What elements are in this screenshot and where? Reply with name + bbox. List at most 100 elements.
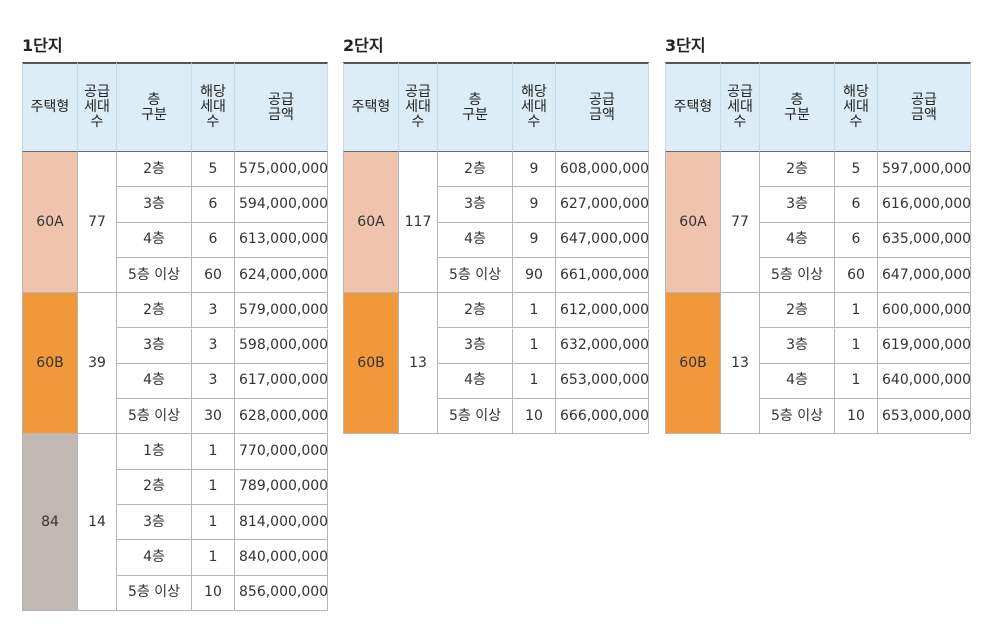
count-text: 1 [851, 372, 861, 389]
floor-text: 2층 [143, 478, 165, 495]
header-text: 수 [90, 114, 104, 130]
price-text: 770,000,000 [239, 443, 329, 460]
floor-text: 2층 [464, 160, 486, 177]
floor-cell: 2층 [117, 469, 192, 505]
header-text: 공급 [589, 91, 615, 108]
count-cell: 1 [513, 293, 556, 329]
count-cell: 3 [192, 293, 235, 329]
header-text: 수 [849, 114, 863, 130]
count-cell: 1 [835, 328, 878, 364]
price-text: 624,000,000 [239, 266, 329, 283]
floor-text: 3층 [143, 195, 165, 212]
floor-text: 1층 [143, 443, 165, 460]
header-cell: 공급 금액 [878, 62, 971, 152]
floor-text: 2층 [143, 301, 165, 318]
count-cell: 1 [513, 328, 556, 364]
header-text: 층 [468, 91, 482, 108]
header-cell: 층 구분 [117, 62, 192, 152]
count-text: 6 [208, 231, 218, 248]
count-text: 6 [208, 195, 218, 212]
count-cell: 10 [192, 575, 235, 611]
header-cell: 주택형 [343, 62, 399, 152]
price-cell: 814,000,000 [235, 505, 328, 541]
price-text: 635,000,000 [882, 231, 972, 248]
count-cell: 1 [513, 363, 556, 400]
header-text: 금액 [268, 106, 294, 123]
floor-text: 2층 [143, 160, 165, 177]
floor-cell: 5층 이상 [117, 399, 192, 435]
floor-text: 3층 [464, 195, 486, 212]
header-cell: 층 구분 [760, 62, 835, 152]
type-text: 60B [679, 354, 707, 371]
price-cell: 789,000,000 [235, 469, 328, 505]
count-text: 10 [847, 407, 865, 424]
floor-cell: 4층 [760, 222, 835, 258]
count-text: 30 [204, 407, 222, 424]
header-text: 수 [206, 114, 220, 130]
price-text: 579,000,000 [239, 301, 329, 318]
floor-cell: 4층 [117, 222, 192, 258]
header-cell: 층 구분 [438, 62, 513, 152]
price-cell: 640,000,000 [878, 363, 972, 400]
floor-text: 2층 [786, 301, 808, 318]
price-cell: 594,000,000 [235, 187, 328, 223]
floor-text: 5층 이상 [128, 266, 180, 283]
header-cell: 공급 금액 [556, 62, 649, 152]
header-text: 세대 [727, 99, 753, 115]
header-text: 금액 [589, 106, 615, 123]
floor-cell: 5층 이상 [117, 257, 192, 294]
floor-cell: 5층 이상 [438, 257, 513, 294]
price-text: 608,000,000 [560, 160, 650, 177]
units-cell: 14 [78, 434, 117, 611]
floor-cell: 2층 [760, 152, 835, 188]
floor-cell: 4층 [760, 363, 835, 400]
count-cell: 1 [192, 469, 235, 505]
count-text: 90 [525, 266, 543, 283]
count-text: 1 [208, 478, 218, 495]
price-cell: 647,000,000 [556, 222, 650, 258]
price-text: 616,000,000 [882, 195, 972, 212]
header-text: 층 [790, 91, 804, 108]
price-cell: 770,000,000 [235, 434, 329, 470]
price-text: 840,000,000 [239, 548, 329, 565]
floor-text: 2층 [464, 301, 486, 318]
type-text: 60B [36, 354, 64, 371]
count-text: 9 [529, 160, 539, 177]
header-text: 층 [147, 91, 161, 108]
count-cell: 6 [192, 187, 235, 223]
price-text: 647,000,000 [560, 231, 650, 248]
type-cell: 60A [343, 152, 399, 294]
price-text: 632,000,000 [560, 337, 650, 354]
floor-cell: 1층 [117, 434, 192, 470]
price-text: 666,000,000 [560, 407, 650, 424]
price-text: 647,000,000 [882, 266, 972, 283]
header-cell: 해당 세대 수 [513, 62, 556, 152]
floor-text: 5층 이상 [771, 266, 823, 283]
header-text: 세대 [521, 99, 547, 115]
type-cell: 60A [665, 152, 721, 294]
price-text: 640,000,000 [882, 372, 972, 389]
count-cell: 1 [192, 434, 235, 470]
count-cell: 1 [835, 363, 878, 400]
count-text: 1 [529, 337, 539, 354]
header-text: 구분 [462, 106, 488, 123]
price-cell: 597,000,000 [878, 152, 971, 188]
header-text: 세대 [84, 99, 110, 115]
floor-text: 4층 [143, 548, 165, 565]
price-cell: 617,000,000 [235, 363, 328, 400]
floor-cell: 3층 [438, 187, 513, 223]
floor-cell: 5층 이상 [760, 257, 835, 294]
price-cell: 632,000,000 [556, 328, 650, 364]
price-cell: 613,000,000 [235, 222, 328, 258]
floor-cell: 4층 [438, 222, 513, 258]
floor-cell: 5층 이상 [760, 399, 835, 435]
price-text: 653,000,000 [560, 372, 650, 389]
floor-cell: 2층 [438, 293, 513, 329]
units-cell: 13 [721, 293, 760, 435]
price-cell: 624,000,000 [235, 257, 329, 294]
count-cell: 3 [192, 328, 235, 364]
header-cell: 주택형 [665, 62, 721, 152]
header-cell: 공급 세대 수 [721, 62, 760, 152]
header-text: 해당 [200, 84, 226, 100]
price-cell: 608,000,000 [556, 152, 650, 188]
